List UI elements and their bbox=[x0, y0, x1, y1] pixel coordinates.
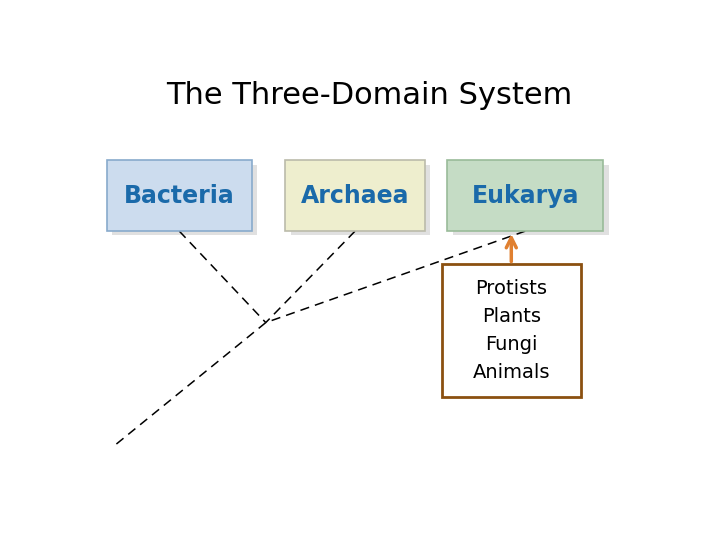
FancyBboxPatch shape bbox=[441, 265, 581, 397]
FancyBboxPatch shape bbox=[291, 165, 431, 235]
Text: Protists
Plants
Fungi
Animals: Protists Plants Fungi Animals bbox=[472, 279, 550, 382]
FancyBboxPatch shape bbox=[112, 165, 258, 235]
Text: The Three-Domain System: The Three-Domain System bbox=[166, 82, 572, 111]
FancyBboxPatch shape bbox=[285, 160, 425, 231]
FancyBboxPatch shape bbox=[453, 165, 609, 235]
Text: Eukarya: Eukarya bbox=[472, 184, 579, 208]
FancyBboxPatch shape bbox=[107, 160, 252, 231]
Text: Bacteria: Bacteria bbox=[124, 184, 235, 208]
Text: Archaea: Archaea bbox=[301, 184, 409, 208]
FancyBboxPatch shape bbox=[447, 160, 603, 231]
